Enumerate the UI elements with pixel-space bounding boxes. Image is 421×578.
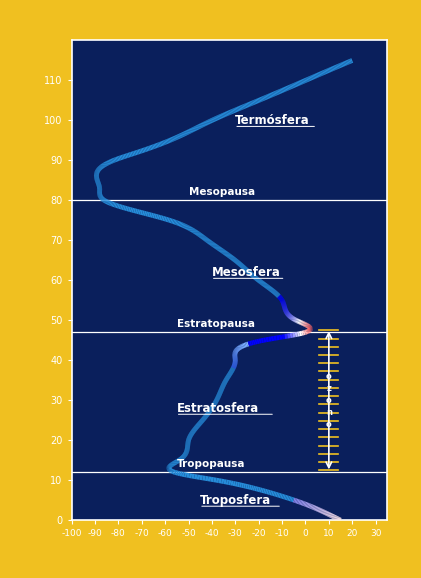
Text: o: o bbox=[326, 372, 332, 381]
Text: Termósfera: Termósfera bbox=[235, 114, 310, 127]
Y-axis label: altura (km): altura (km) bbox=[29, 249, 39, 312]
Text: Estratopausa: Estratopausa bbox=[177, 319, 255, 329]
Text: n: n bbox=[326, 407, 332, 417]
Text: o: o bbox=[326, 420, 332, 429]
Text: Estratosfera: Estratosfera bbox=[177, 402, 259, 415]
Text: Mesosfera: Mesosfera bbox=[212, 266, 281, 279]
X-axis label: temperatura (°C): temperatura (°C) bbox=[181, 544, 277, 554]
Text: Mesopausa: Mesopausa bbox=[189, 187, 255, 197]
Text: Troposfera: Troposfera bbox=[200, 494, 272, 507]
Text: z: z bbox=[326, 384, 331, 393]
Text: Tropopausa: Tropopausa bbox=[177, 459, 245, 469]
Text: o: o bbox=[326, 396, 332, 405]
